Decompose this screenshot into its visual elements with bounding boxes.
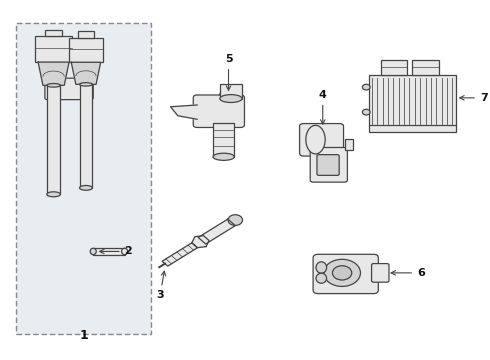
Ellipse shape [213, 153, 234, 160]
Circle shape [228, 215, 243, 225]
Circle shape [332, 266, 352, 280]
Text: 1: 1 [79, 329, 88, 342]
Polygon shape [198, 219, 235, 244]
Bar [47, 85, 60, 194]
Circle shape [363, 109, 370, 115]
Polygon shape [38, 62, 69, 85]
Text: 7: 7 [460, 93, 488, 103]
Bar [344, 139, 353, 150]
Polygon shape [192, 235, 209, 248]
Text: 6: 6 [391, 268, 425, 278]
Bar [79, 84, 93, 188]
Bar [213, 123, 234, 157]
Bar [16, 23, 151, 334]
Bar [93, 248, 124, 255]
Bar [368, 75, 456, 126]
Ellipse shape [306, 125, 325, 154]
Ellipse shape [47, 192, 60, 197]
Ellipse shape [79, 185, 93, 190]
Ellipse shape [79, 83, 93, 86]
FancyBboxPatch shape [371, 264, 389, 282]
Text: 2: 2 [99, 247, 132, 256]
Polygon shape [162, 243, 197, 266]
Bar [78, 31, 94, 37]
FancyBboxPatch shape [45, 78, 93, 100]
Ellipse shape [220, 95, 242, 103]
FancyBboxPatch shape [299, 123, 343, 156]
Bar [412, 60, 439, 75]
FancyBboxPatch shape [317, 155, 339, 175]
Polygon shape [171, 105, 197, 119]
Text: 5: 5 [225, 54, 232, 90]
FancyBboxPatch shape [313, 254, 378, 294]
Bar [381, 60, 407, 75]
Bar [368, 125, 456, 132]
Ellipse shape [122, 248, 128, 255]
Ellipse shape [90, 248, 96, 255]
Circle shape [363, 84, 370, 90]
FancyBboxPatch shape [310, 148, 347, 182]
FancyBboxPatch shape [193, 95, 245, 127]
Ellipse shape [316, 262, 327, 273]
Bar [45, 30, 62, 36]
Bar [69, 38, 103, 62]
Text: 3: 3 [156, 271, 166, 301]
Polygon shape [71, 62, 100, 84]
Text: 4: 4 [319, 90, 327, 124]
Ellipse shape [47, 84, 60, 87]
Ellipse shape [220, 90, 242, 99]
Bar [35, 36, 72, 62]
Circle shape [324, 259, 361, 287]
Ellipse shape [316, 273, 327, 283]
Bar [220, 84, 242, 99]
